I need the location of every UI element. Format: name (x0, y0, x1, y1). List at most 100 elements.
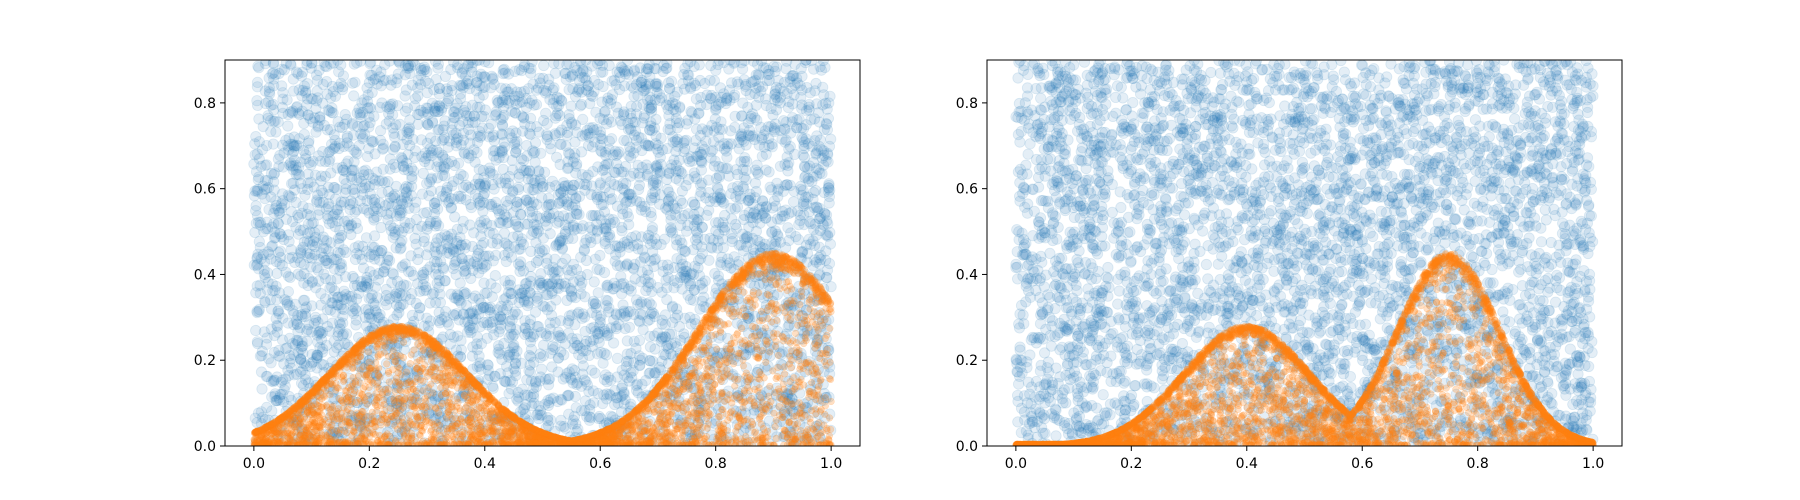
scatter-point (377, 163, 389, 175)
scatter-point (469, 156, 481, 168)
scatter-point (251, 280, 263, 292)
scatter-point (375, 66, 387, 78)
scatter-point (392, 322, 404, 334)
scatter-point (593, 60, 605, 67)
scatter-point (355, 128, 367, 140)
scatter-point (456, 239, 468, 251)
scatter-point (453, 314, 465, 326)
scatter-point (774, 160, 787, 172)
scatter-point (605, 133, 618, 145)
scatter-point (576, 130, 588, 142)
scatter-point (515, 236, 527, 248)
scatter-point (300, 149, 312, 161)
scatter-point (490, 196, 502, 208)
scatter-point (810, 170, 823, 182)
scatter-point (333, 238, 345, 250)
scatter-point (544, 94, 556, 106)
scatter-point (785, 437, 797, 446)
scatter-point (780, 204, 792, 216)
scatter-point (390, 242, 402, 254)
scatter-point (471, 344, 483, 356)
scatter-point (473, 92, 485, 104)
scatter-point (613, 146, 625, 158)
scatter-point (655, 92, 668, 104)
scatter-point (429, 105, 441, 118)
scatter-point (315, 175, 327, 187)
scatter-point (274, 350, 286, 363)
scatter-point (510, 146, 522, 158)
scatter-point (684, 156, 696, 168)
scatter-point (641, 264, 654, 276)
scatter-point (555, 94, 567, 106)
scatter-point (282, 364, 294, 376)
scatter-point (460, 194, 472, 206)
scatter-point (279, 199, 291, 211)
scatter-point (367, 136, 379, 148)
scatter-point (299, 153, 312, 165)
scatter-point (266, 405, 278, 417)
scatter-point (430, 144, 443, 156)
scatter-point (570, 204, 583, 216)
scatter-point (391, 350, 403, 362)
scatter-point (363, 143, 375, 155)
scatter-point (577, 65, 589, 77)
scatter-point (338, 285, 350, 297)
scatter-point (267, 285, 279, 297)
scatter-point (442, 242, 454, 254)
scatter-point (283, 252, 295, 264)
scatter-point (670, 105, 682, 118)
scatter-point (450, 134, 463, 146)
scatter-point (787, 397, 800, 410)
scatter-point (421, 178, 433, 190)
scatter-point (270, 126, 282, 138)
scatter-point (613, 66, 626, 79)
scatter-point (561, 60, 573, 71)
scatter-point (798, 160, 811, 172)
scatter-point (797, 123, 810, 135)
scatter-point (537, 181, 549, 193)
scatter-point (383, 254, 396, 267)
scatter-point (713, 216, 725, 228)
scatter-point (481, 287, 493, 299)
scatter-point (592, 412, 605, 424)
scatter-point (621, 335, 633, 347)
scatter-point (357, 262, 370, 274)
scatter-point (674, 194, 687, 207)
scatter-point (292, 211, 305, 223)
scatter-point (818, 207, 831, 219)
scatter-point (328, 129, 340, 141)
scatter-point (383, 108, 395, 120)
scatter-point (425, 216, 437, 228)
scatter-point (298, 357, 311, 370)
scatter-point (656, 407, 668, 419)
scatter-point (282, 120, 294, 132)
scatter-point (292, 252, 304, 264)
scatter-point (411, 82, 424, 94)
scatter-point (517, 111, 530, 123)
scatter-point (570, 418, 582, 430)
scatter-point (251, 148, 263, 160)
scatter-point (290, 196, 302, 209)
series-background-points (248, 60, 837, 446)
scatter-point (665, 225, 677, 237)
scatter-point (571, 378, 583, 390)
scatter-point (513, 64, 525, 76)
scatter-point (624, 170, 637, 182)
scatter-point (711, 242, 724, 254)
scatter-point (522, 182, 535, 194)
scatter-point (524, 366, 537, 378)
scatter-point (424, 132, 437, 144)
scatter-point (570, 193, 582, 205)
scatter-point (550, 110, 562, 122)
scatter-point (348, 90, 360, 102)
scatter-point (527, 331, 539, 343)
scatter-point (446, 124, 458, 136)
scatter-point (694, 179, 707, 191)
scatter-point (390, 288, 402, 300)
scatter-point (553, 215, 565, 227)
scatter-point (590, 106, 602, 118)
scatter-point (436, 313, 448, 325)
scatter-point (310, 282, 322, 294)
scatter-point (610, 309, 623, 321)
